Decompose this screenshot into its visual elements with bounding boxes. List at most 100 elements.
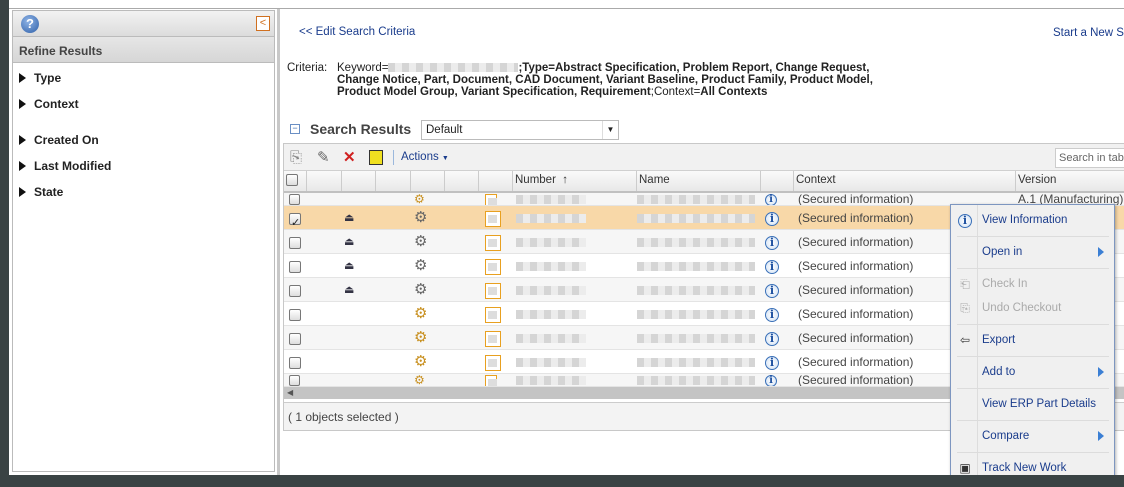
gear-icon[interactable]: ⚙ [414, 281, 428, 298]
redacted-name[interactable] [637, 374, 755, 386]
column-header-name[interactable]: Name [637, 171, 761, 191]
info-icon[interactable]: i [765, 193, 777, 205]
horizontal-scrollbar[interactable]: ◀ [284, 387, 1124, 399]
search-in-table-input[interactable]: Search in tab [1055, 148, 1124, 168]
panel-splitter[interactable] [277, 9, 280, 475]
row-checkbox[interactable] [289, 356, 301, 369]
redacted-name[interactable] [637, 254, 755, 277]
checked-out-icon: ⏏ [344, 260, 355, 272]
info-icon[interactable]: i [765, 374, 777, 386]
redacted-name[interactable] [637, 193, 755, 205]
gear-icon[interactable]: ⚙ [414, 257, 428, 274]
actions-menu[interactable]: Actions ▼ [401, 151, 449, 163]
document-icon[interactable] [485, 206, 501, 229]
collapse-icon[interactable]: − [290, 124, 300, 134]
menu-item-open-in[interactable]: Open in [951, 240, 1114, 264]
gear-icon[interactable]: ⚙ [414, 329, 428, 346]
facet-state[interactable]: State [19, 185, 63, 199]
redacted-name[interactable] [637, 326, 755, 349]
table-row[interactable]: ⚙ i (Secured information) A.1 (Manufactu… [284, 193, 1124, 206]
column-header-number[interactable]: Number ↑ [513, 171, 637, 191]
gear-icon[interactable]: ⚙ [414, 209, 428, 226]
help-icon[interactable]: ? [21, 15, 39, 33]
info-icon[interactable]: i [765, 278, 779, 301]
menu-item-track-new-work[interactable]: ▣ Track New Work [951, 456, 1114, 480]
menu-item-undo-checkout[interactable]: ⎘ Undo Checkout [951, 296, 1114, 320]
redacted-number[interactable] [516, 350, 586, 373]
row-checkbox[interactable] [289, 308, 301, 321]
row-checkbox[interactable] [289, 332, 301, 345]
redacted-number[interactable] [516, 302, 586, 325]
menu-item-view-erp-part-details[interactable]: View ERP Part Details [951, 392, 1114, 416]
select-all-checkbox[interactable] [286, 174, 298, 186]
menu-item-view-information[interactable]: i View Information [951, 208, 1114, 232]
gear-icon[interactable]: ⚙ [414, 353, 428, 370]
document-icon[interactable] [485, 326, 501, 349]
redacted-name[interactable] [637, 278, 755, 301]
menu-item-export[interactable]: ⇦ Export [951, 328, 1114, 352]
row-checkbox[interactable]: ✓ [289, 212, 301, 229]
column-header[interactable] [479, 171, 513, 191]
redacted-name[interactable] [637, 230, 755, 253]
info-icon[interactable]: i [765, 254, 779, 277]
document-icon[interactable] [485, 350, 501, 373]
info-icon[interactable]: i [765, 206, 779, 229]
document-icon[interactable] [485, 278, 501, 301]
chevron-down-icon: ▼ [602, 121, 618, 139]
column-header[interactable] [411, 171, 445, 191]
document-icon[interactable] [485, 254, 501, 277]
row-checkbox[interactable] [289, 236, 301, 249]
column-header[interactable] [342, 171, 376, 191]
edit-icon[interactable]: ✎ [317, 149, 330, 166]
row-checkbox[interactable] [289, 375, 300, 386]
row-checkbox[interactable] [289, 284, 301, 297]
column-header[interactable] [307, 171, 342, 191]
info-icon[interactable]: i [765, 326, 779, 349]
redacted-number[interactable] [516, 326, 586, 349]
redacted-number[interactable] [516, 254, 586, 277]
redacted-number[interactable] [516, 230, 586, 253]
redacted-name[interactable] [637, 350, 755, 373]
column-header[interactable] [761, 171, 794, 191]
menu-item-add-to[interactable]: Add to [951, 360, 1114, 384]
row-checkbox[interactable] [289, 260, 301, 273]
document-icon[interactable] [485, 193, 497, 205]
column-header[interactable] [445, 171, 479, 191]
facet-type[interactable]: Type [19, 71, 61, 85]
row-checkbox[interactable] [289, 194, 300, 205]
redacted-number[interactable] [516, 193, 586, 205]
document-icon[interactable] [485, 230, 501, 253]
info-icon[interactable]: i [765, 230, 779, 253]
column-header[interactable] [376, 171, 411, 191]
gear-icon[interactable]: ⚙ [414, 193, 425, 206]
document-icon[interactable] [485, 374, 497, 386]
gear-icon[interactable]: ⚙ [414, 374, 425, 387]
start-new-search-link[interactable]: Start a New S [1053, 27, 1124, 39]
row-checkbox-cell [289, 193, 300, 205]
copy-icon[interactable]: ⎘ [290, 149, 303, 166]
menu-item-compare[interactable]: Compare [951, 424, 1114, 448]
view-select[interactable]: Default ▼ [421, 120, 619, 140]
edit-search-criteria-link[interactable]: << Edit Search Criteria [299, 26, 416, 38]
redacted-number[interactable] [516, 374, 586, 386]
redacted-number[interactable] [516, 206, 586, 229]
facet-created-on[interactable]: Created On [19, 133, 99, 147]
redacted-name[interactable] [637, 302, 755, 325]
menu-item-check-in[interactable]: ⎗ Check In [951, 272, 1114, 296]
column-header-version[interactable]: Version [1016, 171, 1124, 191]
gear-icon[interactable]: ⚙ [414, 233, 428, 250]
structure-icon[interactable] [369, 150, 383, 165]
redacted-name[interactable] [637, 206, 755, 229]
document-icon[interactable] [485, 302, 501, 325]
info-icon[interactable]: i [765, 302, 779, 325]
redacted-number[interactable] [516, 278, 586, 301]
facet-last-modified[interactable]: Last Modified [19, 159, 111, 173]
delete-icon[interactable]: ✕ [343, 149, 356, 166]
scroll-left-icon[interactable]: ◀ [287, 388, 294, 397]
collapse-panel-button[interactable]: < [256, 16, 270, 31]
gear-icon[interactable]: ⚙ [414, 305, 428, 322]
facet-context[interactable]: Context [19, 97, 79, 111]
table-row[interactable]: ⚙ i (Secured information) [284, 374, 1124, 387]
info-icon[interactable]: i [765, 350, 779, 373]
column-header-context[interactable]: Context [794, 171, 1016, 191]
